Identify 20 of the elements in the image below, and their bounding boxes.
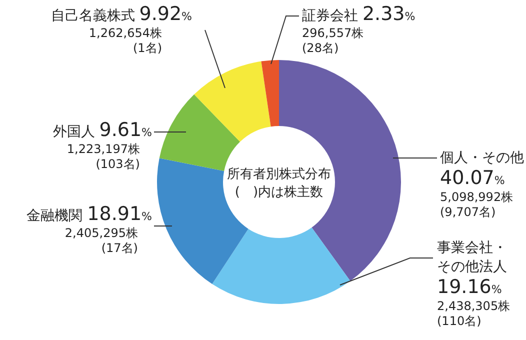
text: 296,557株 (28名) — [302, 26, 364, 55]
data-label: 40.07% — [440, 167, 505, 189]
text: 2,438,305株 (110名) — [437, 299, 510, 328]
data-label: 9.61% — [99, 119, 152, 141]
text: 2,405,295株 (17名) — [64, 226, 138, 255]
text: 5,098,992株 (9,707名) — [440, 190, 514, 219]
slice-label: 個人・その他 — [440, 150, 524, 166]
data-label: 2.33% — [362, 3, 416, 25]
text: ( )内は株主数 — [234, 184, 324, 200]
text: 所有者別株式分布 — [227, 167, 331, 182]
data-label: 19.16% — [437, 276, 502, 298]
slice-label: 金融機関 — [26, 208, 83, 224]
slice-label: 自己名義株式 — [50, 8, 135, 24]
slice-label: 事業会社・その他法人 — [437, 240, 507, 275]
text: 1,262,654株 (1名) — [88, 26, 162, 55]
data-label: 9.92% — [139, 3, 192, 25]
text: 1,223,197株 (103名) — [66, 142, 140, 171]
slice-label: 外国人 — [52, 124, 95, 140]
slice-label: 証券会社 — [302, 8, 358, 24]
data-label: 18.91% — [87, 203, 152, 225]
